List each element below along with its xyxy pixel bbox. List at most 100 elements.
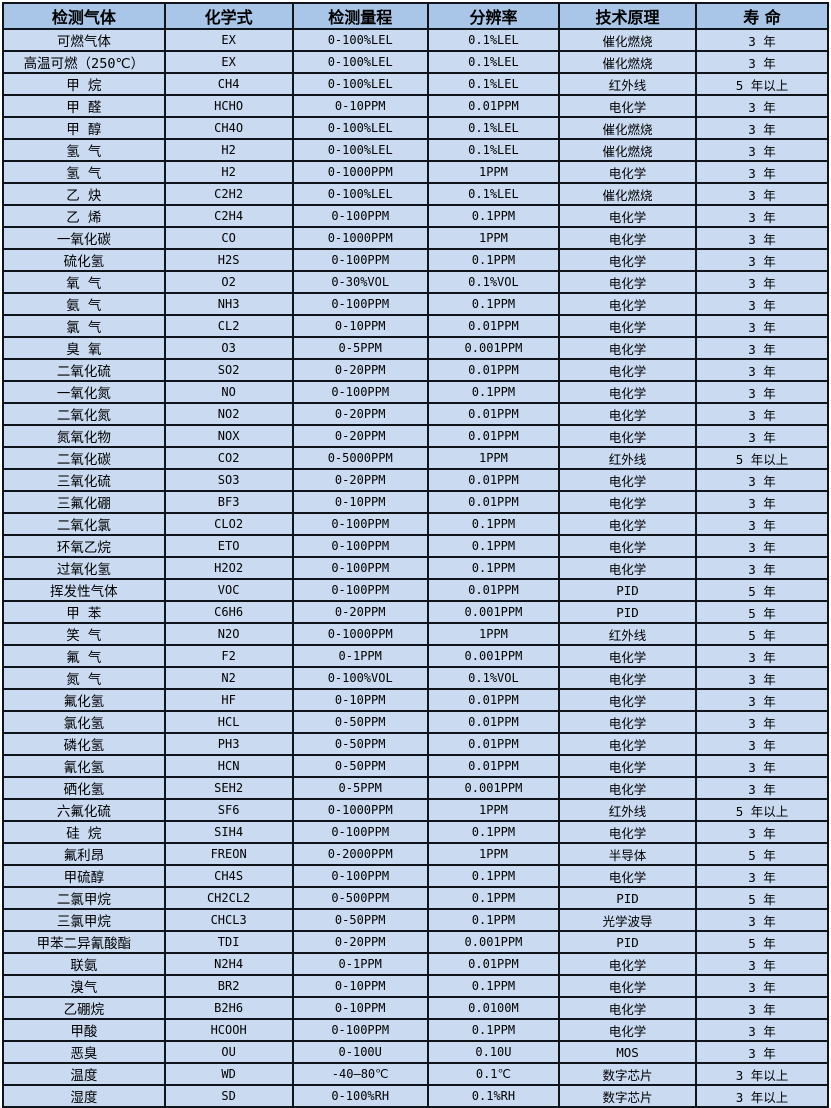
- table-row: 二氧化碳 CO2 0-5000PPM 1PPM 红外线 5 年以上: [2, 446, 830, 470]
- table-row: 溴气 BR2 0-10PPM 0.1PPM 电化学 3 年: [2, 974, 830, 998]
- cell-principle: PID: [558, 886, 697, 910]
- cell-principle: 电化学: [558, 94, 697, 118]
- cell-range: 0-100PPM: [291, 248, 429, 272]
- cell-resolution: 0.01PPM: [426, 402, 561, 426]
- cell-lifespan: 3 年: [694, 908, 830, 932]
- cell-lifespan: 3 年: [694, 754, 830, 778]
- cell-resolution: 0.1%VOL: [426, 270, 561, 294]
- table-row: 笑 气 N2O 0-1000PPM 1PPM 红外线 5 年: [2, 622, 830, 646]
- cell-principle: 催化燃烧: [558, 138, 697, 162]
- cell-gas-name: 三氧化硫: [2, 468, 166, 492]
- table-row: 六氟化硫 SF6 0-1000PPM 1PPM 红外线 5 年以上: [2, 798, 830, 822]
- cell-gas-name: 恶臭: [2, 1040, 166, 1064]
- table-row: 氟利昂 FREON 0-2000PPM 1PPM 半导体 5 年: [2, 842, 830, 866]
- table-row: 乙 炔 C2H2 0-100%LEL 0.1%LEL 催化燃烧 3 年: [2, 182, 830, 206]
- cell-principle: 电化学: [558, 864, 697, 888]
- table-row: 乙 烯 C2H4 0-100PPM 0.1PPM 电化学 3 年: [2, 204, 830, 228]
- cell-formula: F2: [163, 644, 294, 668]
- cell-principle: 电化学: [558, 666, 697, 690]
- table-row: 氮 气 N2 0-100%VOL 0.1%VOL 电化学 3 年: [2, 666, 830, 690]
- cell-principle: 电化学: [558, 468, 697, 492]
- cell-gas-name: 氢 气: [2, 160, 166, 184]
- cell-principle: 电化学: [558, 996, 697, 1020]
- cell-lifespan: 3 年: [694, 292, 830, 316]
- cell-resolution: 1PPM: [426, 226, 561, 250]
- cell-resolution: 0.001PPM: [426, 776, 561, 800]
- table-row: 氢 气 H2 0-100%LEL 0.1%LEL 催化燃烧 3 年: [2, 138, 830, 162]
- cell-resolution: 0.1%LEL: [426, 50, 561, 74]
- cell-gas-name: 联氨: [2, 952, 166, 976]
- cell-lifespan: 3 年以上: [694, 1062, 830, 1086]
- cell-resolution: 0.01PPM: [426, 424, 561, 448]
- cell-principle: 电化学: [558, 204, 697, 228]
- cell-principle: 电化学: [558, 732, 697, 756]
- table-row: 甲硫醇 CH4S 0-100PPM 0.1PPM 电化学 3 年: [2, 864, 830, 888]
- column-header-formula: 化学式: [163, 2, 294, 30]
- table-row: 环氧乙烷 ETO 0-100PPM 0.1PPM 电化学 3 年: [2, 534, 830, 558]
- cell-lifespan: 3 年: [694, 358, 830, 382]
- table-row: 二氯甲烷 CH2CL2 0-500PPM 0.1PPM PID 5 年: [2, 886, 830, 910]
- cell-lifespan: 3 年: [694, 556, 830, 580]
- cell-principle: 电化学: [558, 974, 697, 998]
- cell-lifespan: 3 年: [694, 666, 830, 690]
- cell-range: 0-100%LEL: [291, 116, 429, 140]
- cell-resolution: 0.01PPM: [426, 358, 561, 382]
- cell-principle: MOS: [558, 1040, 697, 1064]
- cell-gas-name: 硅 烷: [2, 820, 166, 844]
- cell-resolution: 1PPM: [426, 446, 561, 470]
- cell-formula: SD: [163, 1084, 294, 1108]
- cell-principle: 催化燃烧: [558, 182, 697, 206]
- cell-principle: 电化学: [558, 710, 697, 734]
- table-row: 挥发性气体 VOC 0-100PPM 0.01PPM PID 5 年: [2, 578, 830, 602]
- cell-lifespan: 3 年: [694, 248, 830, 272]
- cell-range: 0-100%LEL: [291, 138, 429, 162]
- cell-principle: 电化学: [558, 688, 697, 712]
- cell-resolution: 0.1%LEL: [426, 72, 561, 96]
- cell-principle: 电化学: [558, 1018, 697, 1042]
- cell-gas-name: 甲酸: [2, 1018, 166, 1042]
- cell-lifespan: 5 年以上: [694, 798, 830, 822]
- cell-range: -40—80℃: [291, 1062, 429, 1086]
- cell-lifespan: 5 年: [694, 600, 830, 624]
- cell-gas-name: 环氧乙烷: [2, 534, 166, 558]
- cell-resolution: 0.1%RH: [426, 1084, 561, 1108]
- cell-formula: CH4O: [163, 116, 294, 140]
- cell-range: 0-1PPM: [291, 952, 429, 976]
- cell-principle: 电化学: [558, 292, 697, 316]
- cell-range: 0-100PPM: [291, 556, 429, 580]
- cell-formula: WD: [163, 1062, 294, 1086]
- cell-gas-name: 二氧化氮: [2, 402, 166, 426]
- cell-range: 0-100PPM: [291, 534, 429, 558]
- cell-lifespan: 3 年: [694, 1018, 830, 1042]
- cell-range: 0-20PPM: [291, 930, 429, 954]
- cell-lifespan: 3 年: [694, 226, 830, 250]
- cell-lifespan: 5 年以上: [694, 446, 830, 470]
- table-row: 二氧化硫 SO2 0-20PPM 0.01PPM 电化学 3 年: [2, 358, 830, 382]
- cell-gas-name: 三氟化硼: [2, 490, 166, 514]
- cell-principle: 电化学: [558, 556, 697, 580]
- cell-resolution: 0.1PPM: [426, 1018, 561, 1042]
- cell-range: 0-20PPM: [291, 424, 429, 448]
- cell-gas-name: 氯化氢: [2, 710, 166, 734]
- cell-gas-name: 氰化氢: [2, 754, 166, 778]
- cell-resolution: 0.1PPM: [426, 204, 561, 228]
- table-row: 硫化氢 H2S 0-100PPM 0.1PPM 电化学 3 年: [2, 248, 830, 272]
- cell-formula: CH2CL2: [163, 886, 294, 910]
- cell-lifespan: 3 年: [694, 182, 830, 206]
- cell-formula: NO2: [163, 402, 294, 426]
- table-row: 联氨 N2H4 0-1PPM 0.01PPM 电化学 3 年: [2, 952, 830, 976]
- cell-lifespan: 5 年: [694, 930, 830, 954]
- cell-formula: BF3: [163, 490, 294, 514]
- cell-gas-name: 一氧化氮: [2, 380, 166, 404]
- cell-gas-name: 可燃气体: [2, 28, 166, 52]
- cell-gas-name: 氟利昂: [2, 842, 166, 866]
- cell-range: 0-30%VOL: [291, 270, 429, 294]
- cell-range: 0-500PPM: [291, 886, 429, 910]
- cell-resolution: 0.1PPM: [426, 512, 561, 536]
- cell-resolution: 0.1PPM: [426, 556, 561, 580]
- table-row: 甲 烷 CH4 0-100%LEL 0.1%LEL 红外线 5 年以上: [2, 72, 830, 96]
- cell-gas-name: 氟 气: [2, 644, 166, 668]
- table-row: 氟 气 F2 0-1PPM 0.001PPM 电化学 3 年: [2, 644, 830, 668]
- table-row: 硅 烷 SIH4 0-100PPM 0.1PPM 电化学 3 年: [2, 820, 830, 844]
- cell-range: 0-10PPM: [291, 490, 429, 514]
